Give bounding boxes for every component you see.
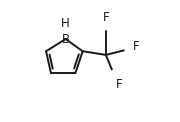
Text: F: F	[133, 40, 140, 53]
Text: B: B	[62, 33, 70, 46]
Text: H: H	[61, 17, 70, 30]
Text: F: F	[116, 78, 123, 91]
Text: F: F	[103, 11, 109, 24]
